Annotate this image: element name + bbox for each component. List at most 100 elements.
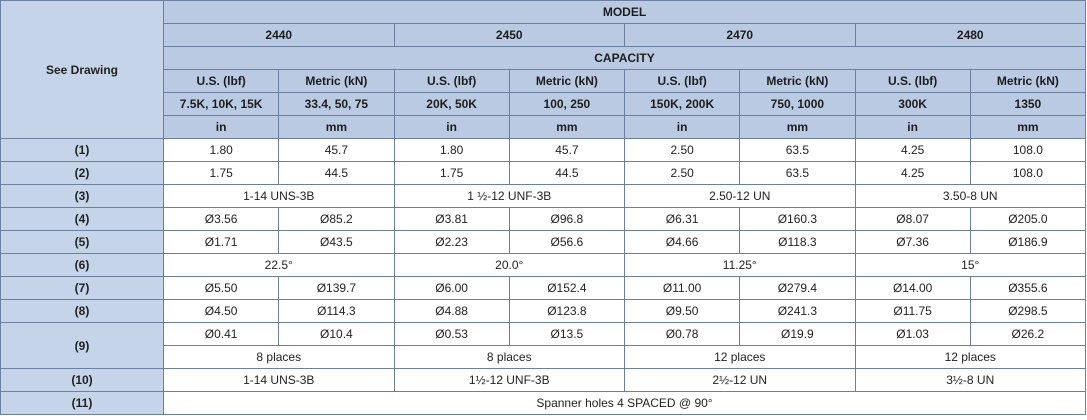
data-cell: 22.5°: [163, 253, 395, 277]
data-cell: 45.7: [508, 138, 626, 162]
data-cell: Ø0.53: [393, 322, 510, 346]
model-name: 2450: [393, 23, 625, 47]
data-cell: Ø2.23: [393, 230, 510, 254]
data-cell: Spanner holes 4 SPACED @ 90°: [163, 391, 1086, 415]
data-cell: Ø205.0: [969, 207, 1087, 231]
data-cell: Ø3.56: [162, 207, 280, 231]
data-cell: Ø96.8: [508, 207, 626, 231]
data-cell: 20.0°: [393, 253, 625, 277]
data-cell: 108.0: [969, 138, 1087, 162]
row-label: (3): [0, 184, 164, 208]
data-cell: 1½-12 UNF-3B: [393, 368, 625, 392]
table-row: U.S. (lbf) Metric (kN) U.S. (lbf) Metric (k…: [1, 69, 1087, 93]
data-cell: 3.50-8 UN: [854, 184, 1086, 208]
capacity-value: 750, 1000: [739, 92, 856, 116]
data-cell: Ø9.50: [623, 299, 741, 323]
data-cell: 63.5: [739, 161, 856, 185]
capacity-value: 150K, 200K: [623, 92, 741, 116]
table-row: 8 places 8 places 12 places 12 places: [1, 345, 1086, 369]
data-cell: Ø114.3: [278, 299, 395, 323]
row-label: (2): [0, 161, 164, 185]
table-row: (9) Ø0.41 Ø10.4 Ø0.53 Ø13.5 Ø0.78 Ø19.9 Ø1.03 Ø2…: [0, 322, 1087, 369]
table-row: (1) 1.80 45.7 1.80 45.7 2.50 63.5 4.25 108.0: [0, 138, 1087, 162]
data-cell: Ø14.00: [854, 276, 971, 300]
table-row: (4) Ø3.56 Ø85.2 Ø3.81 Ø96.8 Ø6.31 Ø160.3 Ø8.07 Ø…: [0, 207, 1087, 231]
data-cell: Ø56.6: [508, 230, 626, 254]
unit-header: Metric (kN): [508, 69, 626, 93]
table-row: (6) 22.5° 20.0° 11.25° 15°: [0, 253, 1086, 277]
data-cell: 8 places: [163, 345, 395, 369]
row-label: (1): [0, 138, 164, 162]
unit-header: U.S. (lbf): [162, 69, 280, 93]
row-label: (8): [0, 299, 164, 323]
row-label: (4): [0, 207, 164, 231]
data-cell: 1.80: [393, 138, 510, 162]
data-cell: Ø26.2: [969, 322, 1087, 346]
dimension-unit: mm: [739, 115, 856, 139]
data-cell: Ø123.8: [508, 299, 626, 323]
table-row: See Drawing MODEL: [0, 0, 1086, 139]
model-name: 2440: [163, 23, 395, 47]
data-cell: 2½-12 UN: [624, 368, 856, 392]
data-cell: 63.5: [739, 138, 856, 162]
capacity-value: 300K: [854, 92, 971, 116]
data-cell: Ø139.7: [278, 276, 395, 300]
data-cell: 12 places: [624, 345, 856, 369]
row-label: (6): [0, 253, 164, 277]
dimension-unit: mm: [508, 115, 626, 139]
data-cell: Ø1.03: [854, 322, 971, 346]
data-cell: 44.5: [508, 161, 626, 185]
data-cell: 15°: [854, 253, 1086, 277]
data-cell: 1.80: [162, 138, 280, 162]
table-row: (7) Ø5.50 Ø139.7 Ø6.00 Ø152.4 Ø11.00 Ø279.4 Ø14…: [0, 276, 1087, 300]
data-cell: Ø13.5: [508, 322, 626, 346]
data-cell: 4.25: [854, 161, 971, 185]
row-label: (7): [0, 276, 164, 300]
data-cell: Ø1.71: [162, 230, 280, 254]
data-cell: Ø0.41: [162, 322, 280, 346]
dimension-unit: in: [623, 115, 741, 139]
data-cell: Ø241.3: [739, 299, 856, 323]
dimension-unit: mm: [278, 115, 395, 139]
unit-header: Metric (kN): [739, 69, 856, 93]
data-cell: 1.75: [393, 161, 510, 185]
data-cell: 1-14 UNS-3B: [163, 368, 395, 392]
table-row: (5) Ø1.71 Ø43.5 Ø2.23 Ø56.6 Ø4.66 Ø118.3 Ø7.36 Ø…: [0, 230, 1087, 254]
table-row: 2440 2450 2470 2480: [1, 23, 1086, 47]
dimension-unit: mm: [969, 115, 1087, 139]
data-cell: 4.25: [854, 138, 971, 162]
data-cell: Ø8.07: [854, 207, 971, 231]
data-cell: 45.7: [278, 138, 395, 162]
data-cell: Ø5.50: [162, 276, 280, 300]
capacity-header: CAPACITY: [163, 46, 1086, 70]
capacity-value: 7.5K, 10K, 15K: [162, 92, 280, 116]
data-cell: Ø152.4: [508, 276, 626, 300]
data-cell: Ø6.00: [393, 276, 510, 300]
data-cell: 2.50: [623, 161, 741, 185]
data-cell: Ø11.00: [623, 276, 741, 300]
data-cell: 44.5: [278, 161, 395, 185]
model-header: MODEL: [163, 0, 1086, 24]
data-cell: Ø85.2: [278, 207, 395, 231]
row-label: (9): [0, 322, 164, 369]
table-row: (8) Ø4.50 Ø114.3 Ø4.88 Ø123.8 Ø9.50 Ø241.3 Ø11.…: [0, 299, 1087, 323]
data-cell: Ø279.4: [739, 276, 856, 300]
data-cell: Ø118.3: [739, 230, 856, 254]
capacity-value: 33.4, 50, 75: [278, 92, 395, 116]
model-name: 2480: [854, 23, 1086, 47]
data-cell: 2.50-12 UN: [624, 184, 856, 208]
data-cell: Ø4.66: [623, 230, 741, 254]
data-cell: Ø0.78: [623, 322, 741, 346]
data-cell: 1 ½-12 UNF-3B: [393, 184, 625, 208]
unit-header: Metric (kN): [969, 69, 1087, 93]
data-cell: Ø186.9: [969, 230, 1087, 254]
data-cell: Ø7.36: [854, 230, 971, 254]
unit-header: U.S. (lbf): [393, 69, 510, 93]
data-cell: Ø4.50: [162, 299, 280, 323]
row-label: (11): [0, 391, 164, 415]
data-cell: Ø19.9: [739, 322, 856, 346]
table-row: (11) Spanner holes 4 SPACED @ 90°: [0, 391, 1086, 415]
